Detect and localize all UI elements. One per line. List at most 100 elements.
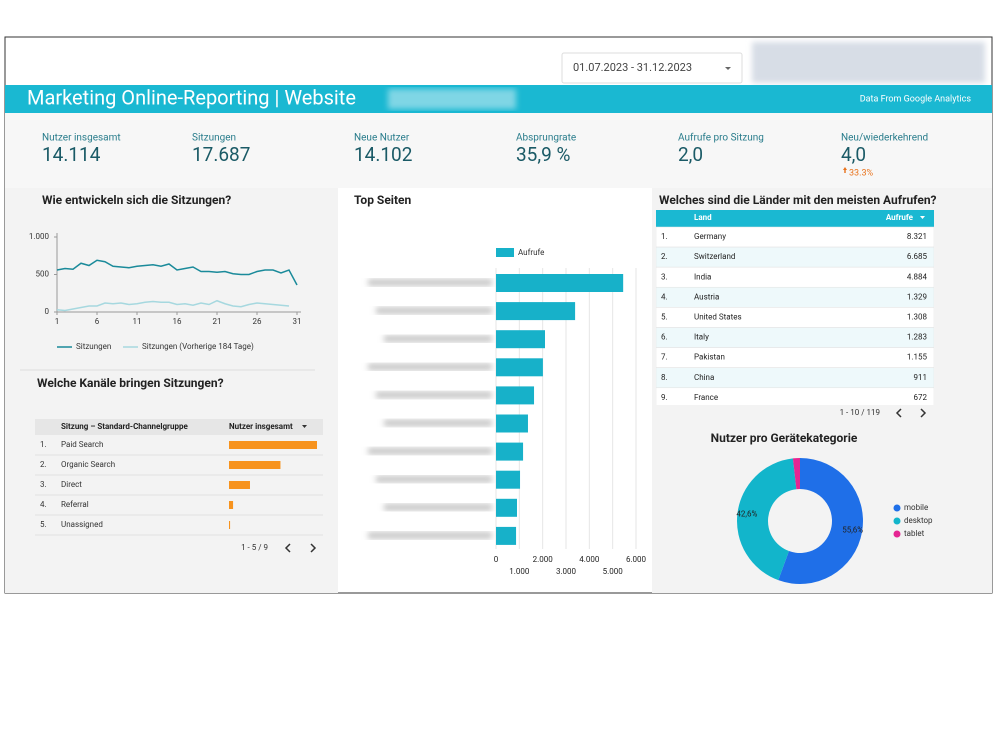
- country: Austria: [694, 292, 719, 301]
- pagination: 1 - 5 / 9: [241, 543, 268, 552]
- chart-title: Nutzer pro Gerätekategorie: [711, 431, 858, 445]
- x-tick-label: 2.000: [533, 555, 554, 564]
- bar: [229, 501, 234, 509]
- bar: [496, 330, 545, 349]
- slice-label: 42,6%: [736, 510, 757, 519]
- views: 6.685: [907, 252, 928, 261]
- legend-swatch: [893, 517, 901, 525]
- pagination: 1 - 10 / 119: [840, 408, 880, 417]
- bar: [496, 470, 521, 489]
- views: 1.155: [907, 353, 928, 362]
- legend-label: Sitzungen (Vorherige 184 Tage): [142, 342, 254, 351]
- x-tick-label: 4.000: [579, 555, 600, 564]
- series-line: [56, 259, 298, 286]
- x-tick-label: 1: [55, 317, 60, 326]
- kpi-value: 14.114: [42, 143, 101, 166]
- x-tick-label: 1.000: [509, 567, 530, 576]
- country: Switzerland: [694, 252, 735, 261]
- row-number: 3.: [40, 480, 47, 489]
- blurred-page-label: [368, 531, 492, 539]
- kpi-change: 33.3%: [849, 168, 874, 178]
- blurred-page-label: [376, 391, 492, 399]
- row-number: 8.: [661, 373, 668, 382]
- views: 1.308: [907, 313, 928, 322]
- pie-slice: [778, 458, 863, 584]
- country-table: Land Aufrufe 1. Germany 8.321 2. Switzerland 6.…: [656, 210, 934, 405]
- country: Italy: [694, 333, 709, 342]
- chart-title: Welche Kanäle bringen Sitzungen?: [37, 376, 224, 390]
- x-tick-label: 6: [95, 317, 100, 326]
- row-label: Paid Search: [61, 440, 103, 449]
- page-button[interactable]: [284, 543, 291, 553]
- pie-slice: [737, 458, 797, 581]
- x-tick-label: 16: [173, 317, 182, 326]
- legend-label: desktop: [904, 516, 933, 525]
- row-number: 3.: [661, 272, 668, 281]
- y-tick-label: 1.000: [29, 232, 50, 241]
- page-button[interactable]: [310, 543, 317, 553]
- row-label: Direct: [61, 480, 82, 489]
- x-tick-label: 6.000: [626, 555, 647, 564]
- bar: [496, 274, 624, 292]
- bar: [496, 498, 517, 517]
- country: Pakistan: [694, 353, 725, 362]
- table-title: Welches sind die Länder mit den meisten …: [659, 193, 937, 207]
- kpi-label: Sitzungen: [192, 133, 236, 144]
- bar: [496, 442, 524, 461]
- row-label: Unassigned: [61, 520, 103, 529]
- pie-slice: [792, 458, 800, 490]
- row-number: 1.: [661, 232, 668, 241]
- kpi-label: Neue Nutzer: [354, 133, 410, 144]
- bar: [496, 386, 535, 405]
- x-tick-label: 3.000: [556, 567, 577, 576]
- views: 672: [914, 393, 928, 402]
- dropdown-caret: [725, 67, 731, 70]
- views: 1.283: [907, 333, 927, 342]
- blurred-logo: [752, 42, 985, 83]
- blurred-page-label: [368, 363, 492, 371]
- row-label: Organic Search: [61, 460, 115, 469]
- sort-caret: [302, 425, 307, 428]
- kpi-value: 2,0: [678, 143, 703, 166]
- row-number: 9.: [661, 393, 668, 402]
- x-tick-label: 26: [253, 317, 262, 326]
- row-number: 2.: [661, 252, 668, 261]
- kpi-label: Nutzer insgesamt: [42, 133, 121, 144]
- blurred-page-label: [384, 335, 492, 343]
- views: 8.321: [907, 232, 927, 241]
- kpi-value: 35,9 %: [516, 143, 570, 166]
- legend-swatch: [893, 504, 901, 512]
- blurred-page-label: [384, 503, 492, 511]
- row-number: 6.: [661, 333, 668, 342]
- kpi-value: 4,0: [841, 143, 866, 166]
- column-header[interactable]: Nutzer insgesamt: [229, 422, 293, 431]
- bar: [496, 302, 576, 321]
- country: France: [694, 393, 718, 402]
- date-range: 01.07.2023 - 31.12.2023: [573, 61, 692, 74]
- x-tick-label: 11: [133, 317, 142, 326]
- legend-label: tablet: [904, 529, 925, 538]
- y-tick-label: 0: [45, 307, 50, 316]
- column-header: Sitzung – Standard-Channelgruppe: [61, 422, 188, 431]
- x-tick-label: 5.000: [603, 567, 624, 576]
- country: Germany: [694, 232, 726, 241]
- page-button[interactable]: [895, 408, 902, 418]
- row-number: 5.: [40, 520, 47, 529]
- legend-label: Aufrufe: [518, 248, 544, 257]
- bar: [229, 461, 281, 469]
- legend-label: Sitzungen: [76, 342, 111, 351]
- views: 1.329: [907, 292, 927, 301]
- column-header[interactable]: Aufrufe: [886, 213, 914, 222]
- blurred-page-label: [376, 475, 492, 483]
- date-picker[interactable]: [561, 52, 743, 84]
- country: India: [694, 272, 711, 281]
- row-number: 2.: [40, 460, 47, 469]
- kpi-row: [5, 113, 992, 188]
- blurred-site: [388, 89, 516, 109]
- page-button[interactable]: [920, 408, 927, 418]
- x-tick-label: 0: [494, 555, 499, 564]
- row-number: 4.: [40, 500, 47, 509]
- bar: [496, 358, 543, 377]
- bar: [229, 441, 317, 449]
